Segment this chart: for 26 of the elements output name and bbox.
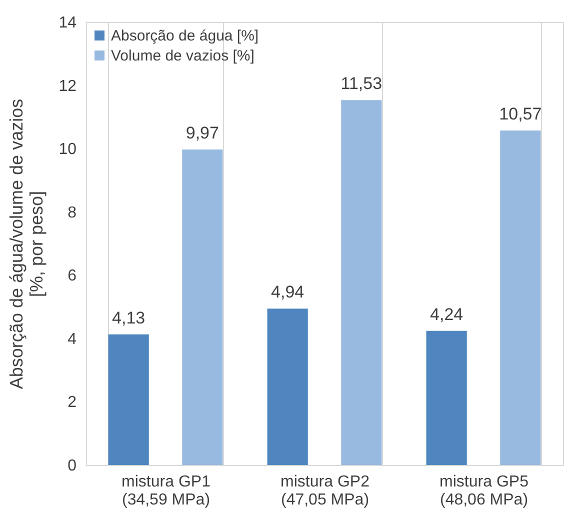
bar <box>108 334 149 465</box>
bar <box>267 308 308 465</box>
x-tick-label: mistura GP1 (34,59 MPa) <box>122 474 211 508</box>
y-tick-label: 4 <box>68 330 77 348</box>
legend-label: Volume de vazios [%] <box>111 48 254 64</box>
data-label: 4,94 <box>271 282 304 302</box>
data-label: 9,97 <box>186 124 219 143</box>
y-axis-title: Absorção de água/volume de vazios [%, por peso] <box>6 98 47 390</box>
legend-label: Absorção de água [%] <box>111 28 259 44</box>
data-label: 11,53 <box>340 74 382 94</box>
data-label: 4,13 <box>112 308 146 328</box>
bar <box>341 100 382 465</box>
data-label: 10,57 <box>499 104 542 124</box>
y-tick-label: 6 <box>68 268 77 285</box>
y-tick-label: 2 <box>68 394 77 412</box>
y-tick-label: 14 <box>58 14 77 32</box>
y-tick-label: 12 <box>58 78 77 95</box>
y-tick-label: 8 <box>68 204 77 222</box>
x-tick-label: mistura GP5 (48,06 MPa) <box>440 474 529 508</box>
x-tick-label: mistura GP2 (47,05 MPa) <box>280 474 370 508</box>
bar <box>182 150 223 465</box>
bar <box>426 330 467 465</box>
data-label: 4,24 <box>430 304 464 324</box>
bar <box>500 130 541 465</box>
y-tick-label: 10 <box>58 141 77 158</box>
y-tick-label: 0 <box>68 458 77 474</box>
